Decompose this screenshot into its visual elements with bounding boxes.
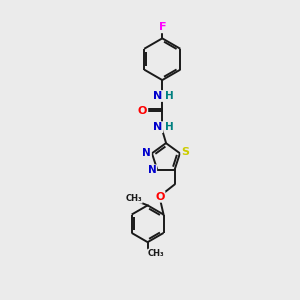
Text: S: S: [181, 147, 189, 157]
Text: N: N: [142, 148, 151, 158]
Text: N: N: [153, 91, 163, 101]
Text: N: N: [148, 165, 156, 175]
Text: H: H: [165, 91, 173, 101]
Text: O: O: [138, 106, 147, 116]
Text: H: H: [165, 122, 173, 132]
Text: CH₃: CH₃: [125, 194, 142, 203]
Text: F: F: [158, 22, 166, 32]
Text: O: O: [155, 192, 165, 202]
Text: N: N: [153, 122, 163, 132]
Text: CH₃: CH₃: [148, 249, 164, 258]
